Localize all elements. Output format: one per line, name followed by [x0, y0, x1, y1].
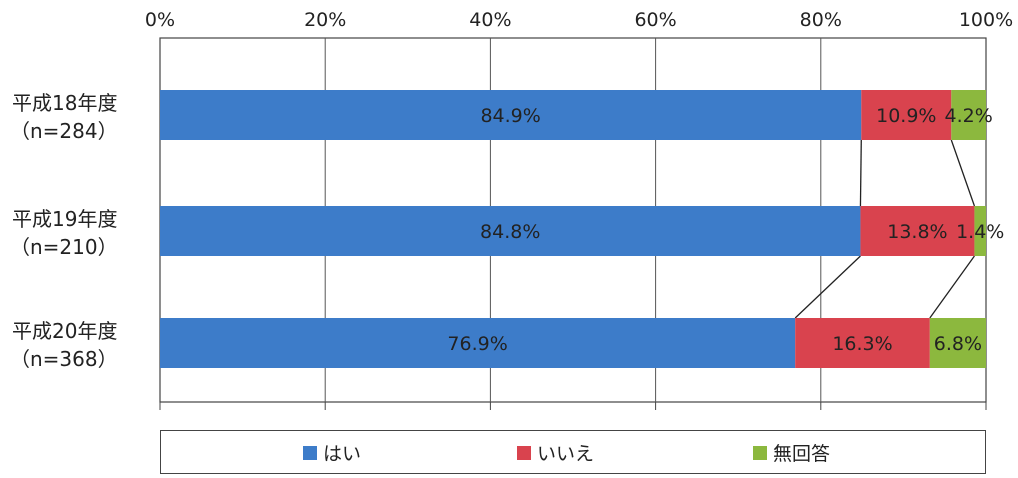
series-line	[794, 255, 861, 319]
bar-yes	[160, 90, 862, 140]
legend: はい いいえ 無回答	[160, 430, 986, 474]
x-tick-label: 100%	[959, 9, 1013, 31]
category-label: 平成20年度	[12, 319, 117, 343]
x-tick-label: 60%	[634, 9, 676, 31]
legend-swatch-yes	[303, 445, 317, 460]
bar-no	[860, 206, 975, 256]
data-label: 84.9%	[480, 105, 540, 127]
legend-label-no-answer: 無回答	[773, 443, 831, 465]
data-label: 6.8%	[934, 333, 982, 355]
series-line	[859, 139, 862, 207]
legend-item-yes: はい	[303, 439, 361, 466]
legend-item-no-answer: 無回答	[753, 439, 830, 466]
bar-no	[795, 318, 930, 368]
data-label: 10.9%	[876, 105, 936, 127]
legend-label-yes: はい	[323, 443, 362, 465]
data-label: 16.3%	[832, 333, 892, 355]
x-tick-label: 40%	[469, 9, 511, 31]
legend-label-no: いいえ	[537, 443, 595, 465]
x-tick-label: 20%	[304, 9, 346, 31]
legend-swatch-no-answer	[753, 445, 767, 460]
data-label: 1.4%	[956, 221, 1004, 243]
bar-no-answer	[929, 318, 986, 368]
data-label: 13.8%	[887, 221, 947, 243]
category-label: 平成19年度	[12, 207, 117, 231]
data-label: 4.2%	[945, 105, 993, 127]
bar-no	[861, 90, 952, 140]
legend-swatch-no	[517, 445, 531, 460]
data-label: 76.9%	[447, 333, 507, 355]
legend-item-no: いいえ	[517, 439, 594, 466]
category-n-label: （n=284）	[10, 119, 118, 143]
category-label: 平成18年度	[12, 91, 117, 115]
series-line	[929, 255, 975, 319]
category-n-label: （n=210）	[10, 235, 118, 259]
bar-yes	[160, 206, 861, 256]
bar-yes	[160, 318, 796, 368]
x-tick-label: 80%	[800, 9, 842, 31]
series-line	[950, 139, 976, 207]
bar-no-answer	[951, 90, 986, 140]
data-label: 84.8%	[480, 221, 540, 243]
x-tick-label: 0%	[145, 9, 175, 31]
category-n-label: （n=368）	[10, 347, 118, 371]
bar-no-answer	[974, 206, 986, 256]
